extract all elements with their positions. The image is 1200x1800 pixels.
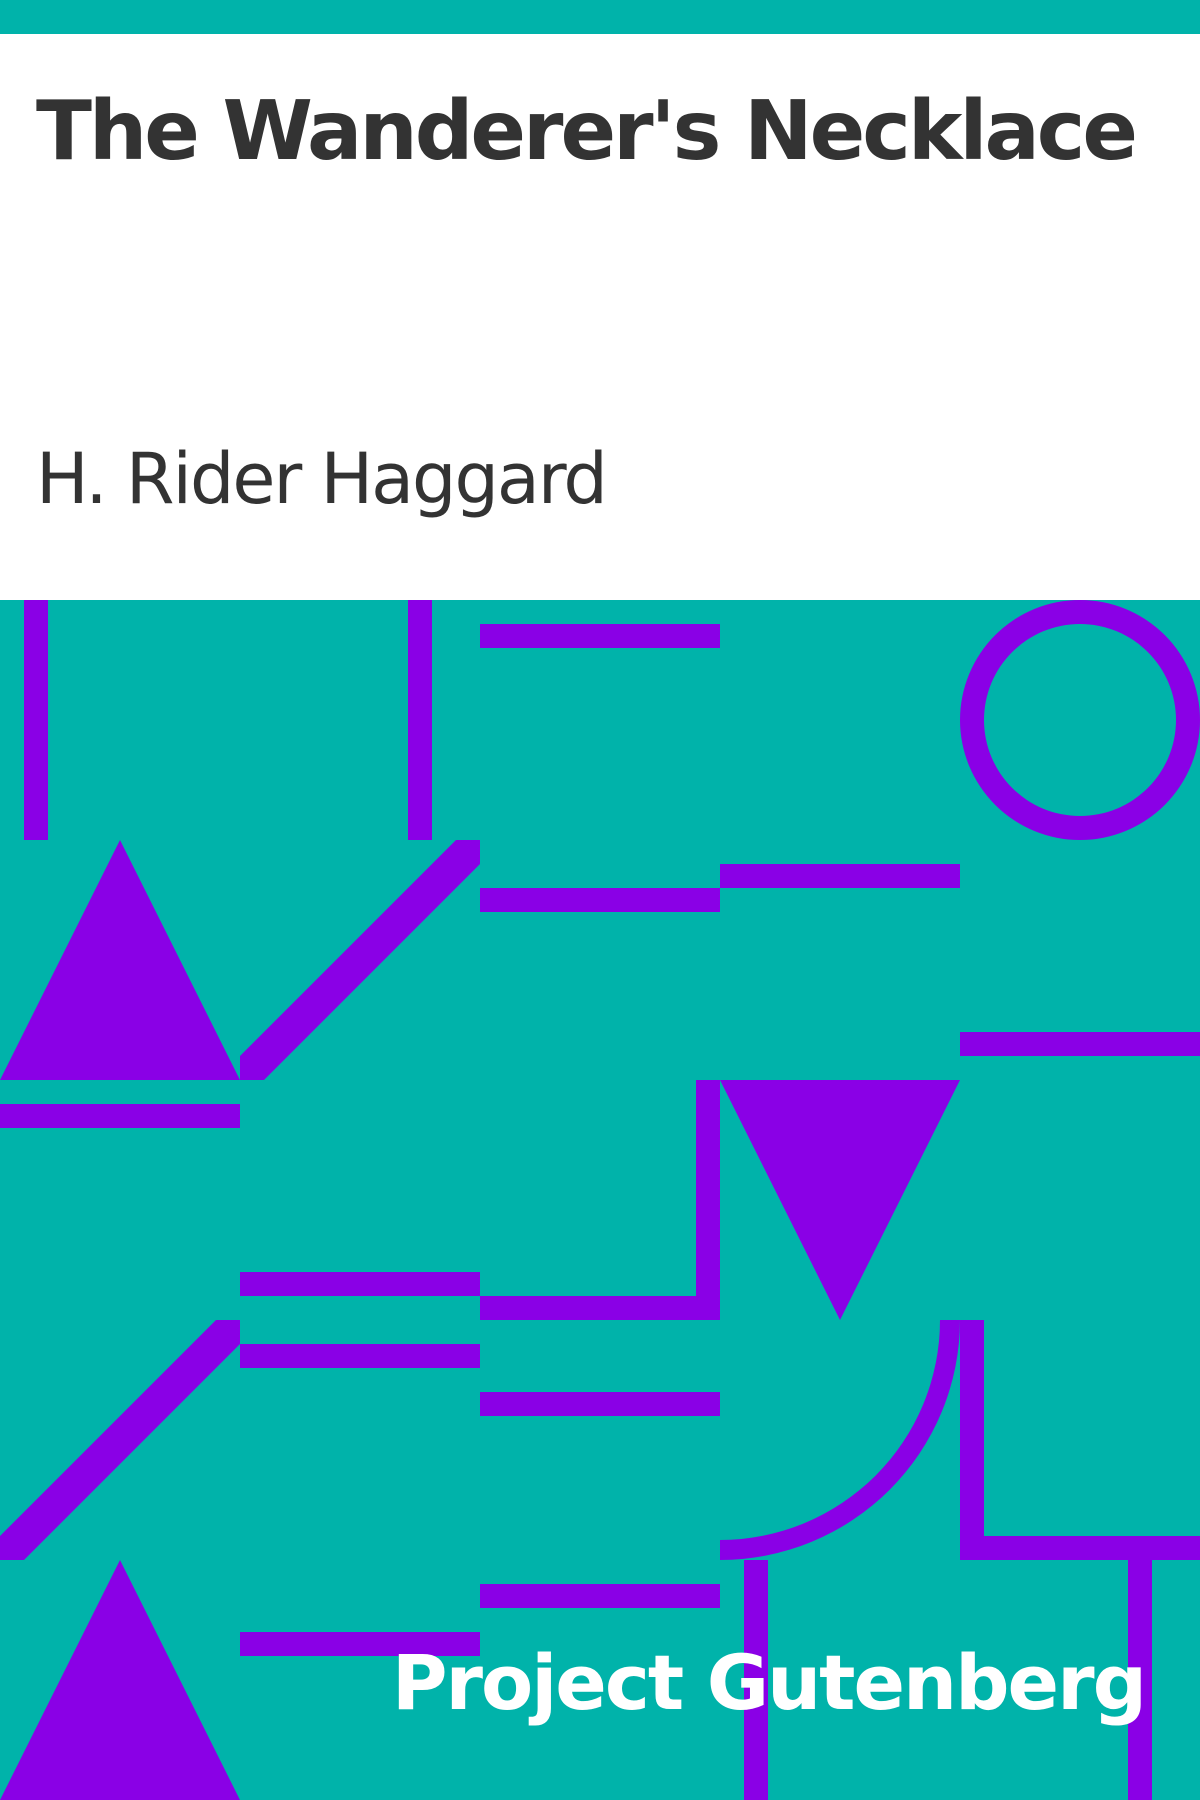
top-color-band [0, 0, 1200, 34]
geometric-pattern [0, 600, 1200, 1800]
horizontal-bar [480, 1392, 720, 1416]
book-title: The Wanderer's Necklace [36, 84, 1138, 179]
vertical-bar [744, 1560, 768, 1800]
vertical-bar [1128, 1560, 1152, 1800]
horizontal-bar [480, 1296, 720, 1320]
vertical-bar [696, 1080, 720, 1320]
pattern-shapes [0, 600, 1200, 1800]
horizontal-bar [0, 1104, 240, 1128]
horizontal-bar [480, 888, 720, 912]
book-author: H. Rider Haggard [36, 438, 608, 520]
horizontal-bar [480, 1584, 720, 1608]
horizontal-bar [240, 1272, 480, 1296]
horizontal-bar [480, 624, 720, 648]
triangle-down-shape [720, 1080, 960, 1320]
horizontal-bar [240, 1632, 480, 1656]
horizontal-bar [720, 864, 960, 888]
quarter-arc-shape [720, 1320, 960, 1560]
horizontal-bar [960, 1032, 1200, 1056]
publisher-name: Project Gutenberg [391, 1638, 1147, 1727]
diagonal-band [240, 840, 480, 1080]
triangle-up-shape [0, 840, 240, 1080]
horizontal-bar [240, 1344, 480, 1368]
triangle-up-shape [0, 1560, 240, 1800]
vertical-bar [408, 600, 432, 840]
corner-bracket [960, 1320, 1200, 1560]
diagonal-band [0, 1320, 240, 1560]
pattern-background [0, 600, 1200, 1800]
vertical-bar [24, 600, 48, 840]
